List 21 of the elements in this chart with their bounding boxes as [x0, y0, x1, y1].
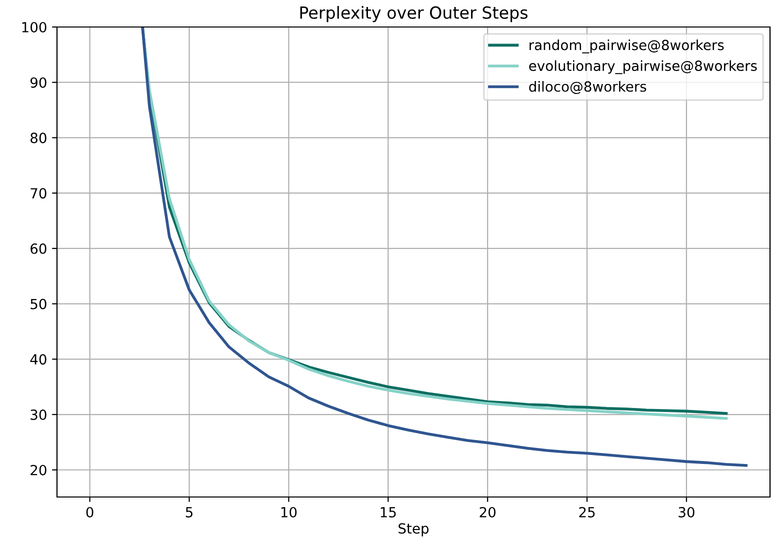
x-tick-label: 25 — [579, 506, 595, 518]
x-tick-label: 15 — [380, 507, 396, 518]
y-tick-label: 70 — [30, 188, 46, 199]
y-tick-label: 40 — [30, 354, 46, 365]
legend-label: random_pairwise@8workers — [530, 40, 724, 54]
y-tick-label: 20 — [30, 464, 46, 476]
legend-label: diloco@8workers — [529, 81, 646, 94]
x-tick-label: 5 — [186, 507, 192, 518]
x-tick-label: 10 — [281, 506, 297, 518]
y-tick-label: 60 — [30, 243, 46, 254]
y-tick-label: 30 — [30, 409, 46, 420]
x-tick-label: 0 — [86, 506, 94, 518]
x-tick-label: 30 — [678, 506, 694, 518]
y-tick-label: 90 — [30, 77, 46, 88]
x-tick-label: 20 — [480, 506, 496, 518]
y-tick-label: 100 — [22, 22, 46, 32]
legend-label: evolutionary_pairwise@8workers — [529, 60, 757, 74]
x-axis-title: Step — [398, 523, 429, 536]
chart-title: Perplexity over Outer Steps — [300, 6, 528, 22]
y-tick-label: 50 — [30, 298, 46, 310]
y-tick-label: 80 — [30, 132, 46, 144]
